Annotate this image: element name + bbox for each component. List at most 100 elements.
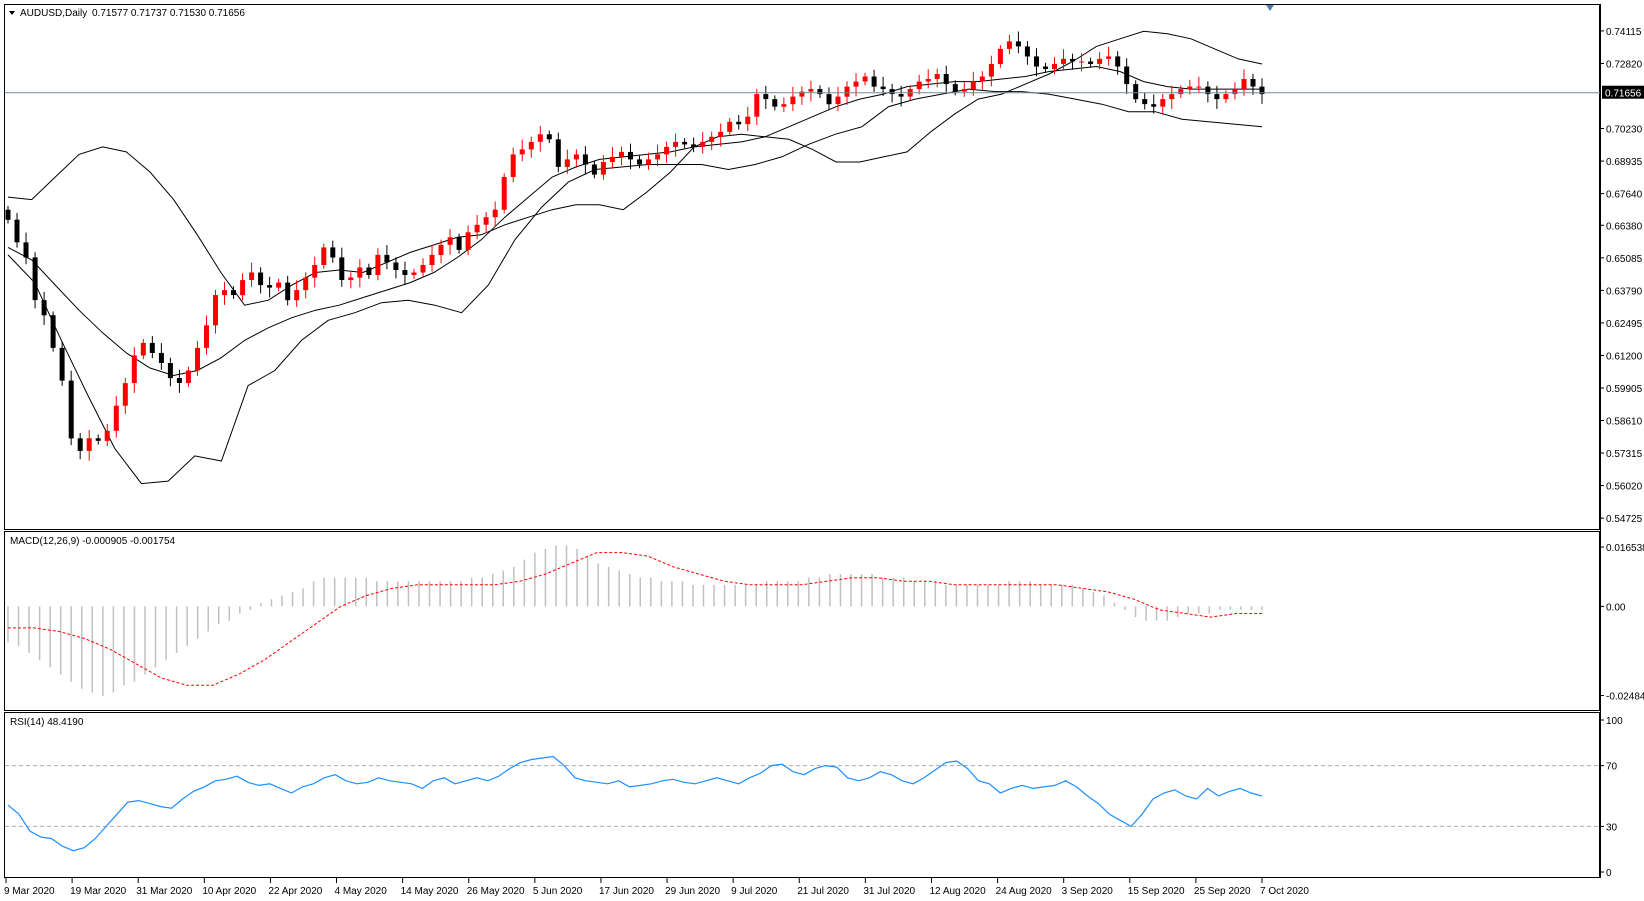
candle-body [456, 237, 462, 250]
macd-panel[interactable] [4, 531, 1600, 711]
candle-body [880, 86, 886, 90]
candle-body [68, 380, 74, 439]
date-axis-label: 4 May 2020 [335, 886, 388, 897]
candle-body [700, 141, 706, 147]
candle-body [294, 290, 300, 301]
macd-series [7, 545, 1263, 697]
candle-body [637, 159, 642, 165]
chart-shift-marker-icon[interactable] [1266, 5, 1274, 11]
candle-body [781, 104, 787, 107]
candle-body [1151, 104, 1157, 107]
candle-body [573, 154, 579, 160]
date-axis-label: 9 Mar 2020 [4, 886, 55, 897]
macd-axis: 0.016538 0.00 -0.024849 [1600, 543, 1644, 702]
date-axis-label: 19 Mar 2020 [70, 886, 127, 897]
candle-body [465, 232, 471, 250]
candle-body [555, 139, 561, 167]
candle-body [321, 247, 327, 265]
price-axis-label: 0.68935 [1606, 157, 1643, 168]
candle-body [86, 438, 92, 451]
candle-body [41, 300, 47, 316]
candle-body [709, 136, 715, 142]
candle-body [1250, 79, 1256, 87]
candle-body [258, 272, 264, 286]
candle-body [366, 267, 372, 275]
candle-body [1214, 94, 1220, 100]
candle-body [979, 76, 985, 82]
rsi-axis-label: 100 [1606, 716, 1623, 727]
candle-body [276, 282, 282, 288]
date-axis-label: 9 Jul 2020 [731, 886, 778, 897]
candle-body [1034, 56, 1039, 67]
candle-body [1043, 66, 1048, 69]
price-axis: 0.74115 0.72820 0.71656 0.70230 0.68935 0.676… [1600, 27, 1644, 525]
candle-body [357, 267, 363, 278]
candle-body [348, 277, 354, 280]
date-axis-label: 10 Apr 2020 [202, 886, 256, 897]
candle-body [5, 209, 11, 220]
rsi-panel[interactable] [4, 712, 1600, 878]
date-axis-label: 29 Jun 2020 [665, 886, 720, 897]
candle-body [510, 154, 516, 177]
candle-body [772, 99, 778, 107]
candle-body [167, 363, 173, 379]
candle-body [1160, 99, 1166, 107]
candle-body [222, 290, 227, 296]
candle-body [916, 81, 922, 90]
price-axis-label: 0.72820 [1606, 59, 1643, 70]
date-axis: 9 Mar 2020 19 Mar 2020 31 Mar 2020 10 Apr 2… [4, 878, 1309, 897]
candle-body [231, 290, 236, 296]
candle-body [393, 262, 399, 270]
price-axis-label: 0.70230 [1606, 125, 1643, 136]
candle-body [213, 295, 218, 326]
price-axis-label: 0.65085 [1606, 254, 1643, 265]
candle-body [961, 89, 967, 92]
date-axis-label: 26 May 2020 [467, 886, 525, 897]
candle-body [104, 430, 110, 441]
rsi-axis-label: 30 [1606, 822, 1618, 833]
candle-body [1024, 46, 1030, 57]
candle-body [646, 159, 651, 165]
date-axis-label: 22 Apr 2020 [268, 886, 322, 897]
date-axis-label: 21 Jul 2020 [797, 886, 849, 897]
candle-body [59, 347, 65, 381]
candle-body [889, 89, 895, 95]
main-price-panel[interactable] [4, 4, 1600, 530]
candle-body [185, 370, 191, 384]
rsi-axis: 100 70 30 0 [1600, 716, 1623, 879]
date-axis-label: 12 Aug 2020 [929, 886, 986, 897]
date-axis-label: 7 Oct 2020 [1260, 886, 1309, 897]
price-axis-label: 0.57315 [1606, 449, 1643, 460]
price-axis-label: 0.63790 [1606, 286, 1643, 297]
candle-body [1088, 61, 1094, 64]
candle-body [628, 151, 633, 160]
candle-body [564, 159, 570, 167]
rsi-line [7, 755, 1263, 852]
candle-body [140, 342, 146, 356]
chart-menu-triangle-icon[interactable] [9, 11, 15, 15]
candle-body [1015, 41, 1021, 47]
candle-body [898, 94, 904, 97]
candle-body [826, 94, 832, 105]
candle-body [483, 217, 489, 225]
rsi-axis-label: 0 [1606, 868, 1612, 879]
candle-body [844, 86, 850, 97]
candle-body [1196, 86, 1202, 88]
candle-body [808, 89, 814, 92]
candle-body [754, 94, 760, 117]
candle-body [122, 383, 128, 406]
candle-body [195, 347, 200, 371]
candle-body [303, 277, 309, 291]
candle-body [1006, 41, 1012, 49]
candle-body [1142, 99, 1148, 105]
current-price-tag [1602, 85, 1644, 99]
candle-body [249, 272, 255, 280]
candle-body [997, 48, 1003, 64]
candle-body [1169, 94, 1175, 100]
candle-body [438, 244, 444, 255]
candle-body [871, 76, 877, 87]
candle-body [952, 84, 958, 92]
candle-body [77, 438, 83, 451]
date-axis-label: 31 Jul 2020 [863, 886, 915, 897]
